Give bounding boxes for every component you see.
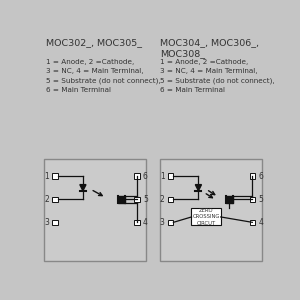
Bar xyxy=(52,220,58,225)
Text: 2: 2 xyxy=(44,195,49,204)
Text: 6: 6 xyxy=(143,172,148,181)
Text: 1: 1 xyxy=(44,172,49,181)
Polygon shape xyxy=(226,196,233,203)
Text: 1 = Anode, 2 =Cathode,
3 = NC, 4 = Main Terminal,
5 = Substrate (do not connect): 1 = Anode, 2 =Cathode, 3 = NC, 4 = Main … xyxy=(160,59,274,93)
Text: 3: 3 xyxy=(44,218,49,227)
Text: 1: 1 xyxy=(160,172,164,181)
Text: MOC302_, MOC305_: MOC302_, MOC305_ xyxy=(46,38,142,47)
Bar xyxy=(134,173,140,179)
Bar xyxy=(134,220,140,225)
Text: 5: 5 xyxy=(143,195,148,204)
Bar xyxy=(250,173,255,179)
Text: 4: 4 xyxy=(143,218,148,227)
Bar xyxy=(134,196,140,202)
Text: 1 = Anode, 2 =Cathode,
3 = NC, 4 = Main Terminal,
5 = Substrate (do not connect): 1 = Anode, 2 =Cathode, 3 = NC, 4 = Main … xyxy=(46,59,160,93)
Polygon shape xyxy=(80,184,86,191)
Text: 6: 6 xyxy=(259,172,263,181)
Text: 3: 3 xyxy=(160,218,164,227)
Bar xyxy=(168,220,173,225)
Bar xyxy=(52,196,58,202)
Bar xyxy=(52,173,58,179)
Polygon shape xyxy=(226,196,233,203)
Polygon shape xyxy=(195,184,202,191)
Text: 4: 4 xyxy=(259,218,263,227)
Text: ZERO
CROSSING
CIRCUT: ZERO CROSSING CIRCUT xyxy=(192,208,220,226)
Text: 5: 5 xyxy=(259,195,263,204)
Bar xyxy=(160,159,262,261)
Text: MOC304_, MOC306_,
MOC308_: MOC304_, MOC306_, MOC308_ xyxy=(160,38,259,58)
Bar xyxy=(250,220,255,225)
Polygon shape xyxy=(118,196,125,203)
Bar xyxy=(44,159,146,261)
Bar xyxy=(168,196,173,202)
Polygon shape xyxy=(118,196,125,203)
Bar xyxy=(191,208,221,225)
Bar xyxy=(250,196,255,202)
Text: 2: 2 xyxy=(160,195,164,204)
Bar xyxy=(168,173,173,179)
